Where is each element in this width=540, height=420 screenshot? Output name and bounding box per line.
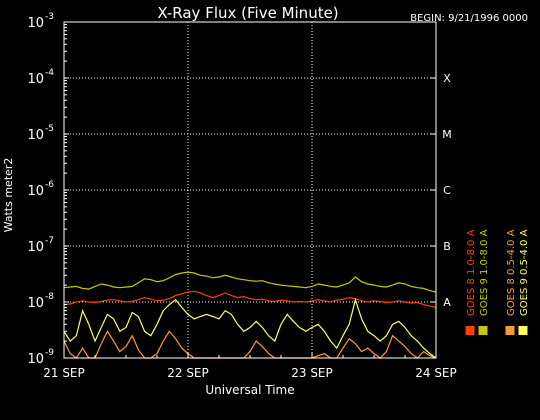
y-tick-exponent: -9	[45, 348, 54, 358]
y-tick-label: 10	[27, 352, 44, 367]
x-tick-label: 22 SEP	[167, 366, 209, 380]
series-line-0	[63, 290, 437, 308]
flare-class-labels: A B C M X	[442, 72, 452, 309]
y-tick-exponent: -7	[45, 236, 54, 246]
chart-title: X-Ray Flux (Five Minute)	[157, 4, 338, 22]
x-axis-label: Universal Time	[205, 383, 294, 397]
y-tick-exponent: -8	[45, 292, 54, 302]
y-axis-ticks: 10-910-810-710-610-510-410-3	[27, 12, 436, 367]
y-tick-label: 10	[27, 240, 44, 255]
y-tick-label: 10	[27, 296, 44, 311]
y-tick-exponent: -4	[45, 68, 54, 78]
legend-label-0: GOES 8 1.0-8.0 A	[466, 229, 477, 316]
legend-label-1: GOES 8 0.5-4.0 A	[506, 229, 517, 316]
y-tick-label: 10	[27, 72, 44, 87]
y-tick-label: 10	[27, 16, 44, 31]
flare-class-label: A	[443, 296, 451, 309]
y-tick-exponent: -5	[45, 124, 54, 134]
legend-swatch-1	[505, 326, 515, 335]
legend-label-2: GOES 9 1.0-8.0 A	[479, 229, 490, 316]
flare-class-label: M	[442, 128, 452, 141]
legend-swatch-2	[478, 326, 488, 335]
legend: GOES 8 1.0-8.0 A GOES 9 1.0-8.0 A GOES 8 0…	[465, 229, 530, 335]
series-line-2	[63, 271, 437, 293]
flare-class-label: B	[443, 240, 451, 253]
x-tick-label: 21 SEP	[43, 366, 85, 380]
y-tick-exponent: -3	[45, 12, 54, 22]
begin-date-label: BEGIN: 9/21/1996 0000	[410, 13, 528, 24]
legend-label-3: GOES 9 0.5-4.0 A	[519, 229, 530, 316]
series-layer	[63, 271, 437, 359]
y-tick-exponent: -6	[45, 180, 54, 190]
flare-class-label: X	[443, 72, 451, 85]
series-line-1	[63, 330, 437, 359]
flare-class-label: C	[443, 184, 451, 197]
x-tick-label: 23 SEP	[291, 366, 333, 380]
y-axis-label: Watts meter2	[2, 158, 15, 233]
legend-swatch-3	[518, 326, 528, 335]
y-tick-label: 10	[27, 184, 44, 199]
grid-lines	[64, 22, 436, 358]
series-line-3	[63, 297, 437, 359]
x-tick-label: 24 SEP	[415, 366, 457, 380]
legend-swatch-0	[465, 326, 475, 335]
y-tick-label: 10	[27, 128, 44, 143]
x-axis-ticks: 21 SEP 22 SEP 23 SEP 24 SEP	[43, 352, 457, 380]
